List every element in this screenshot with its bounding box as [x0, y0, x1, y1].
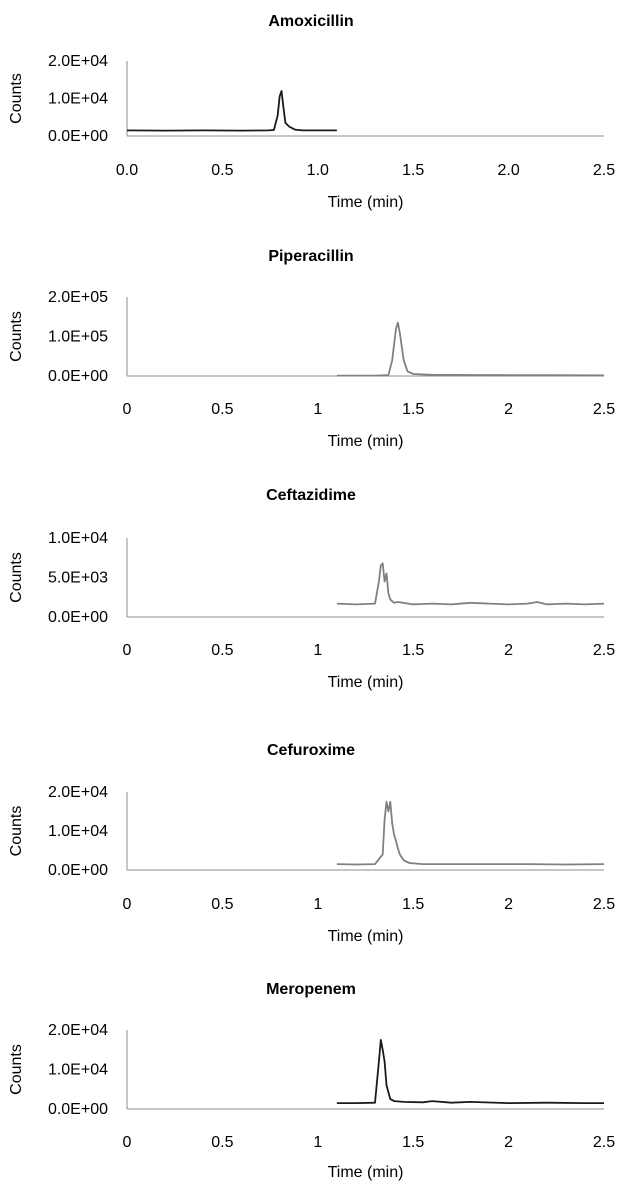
y-tick-label: 2.0E+04 — [48, 784, 108, 801]
x-tick-label: 2.5 — [593, 162, 615, 179]
y-tick-label: 0.0E+00 — [48, 1101, 108, 1118]
chart-title: Cefuroxime — [267, 742, 355, 759]
x-tick-label: 1.5 — [402, 401, 424, 418]
y-tick-label: 1.0E+04 — [48, 530, 108, 547]
y-tick-label: 1.0E+05 — [48, 329, 108, 346]
series-line — [126, 90, 337, 132]
x-tick-label: 0.5 — [211, 1134, 233, 1151]
y-tick-label: 0.0E+00 — [48, 862, 108, 879]
y-axis-label: Counts — [8, 552, 25, 603]
chart-panel: Meropenem 0.0E+00 1.0E+04 2.0E+04 0 0.5 1 1.5 2 2… — [8, 981, 615, 1181]
series-line — [336, 800, 605, 866]
x-tick-label: 1 — [313, 1134, 322, 1151]
chart-panel: Amoxicillin 0.0E+00 1.0E+04 2.0E+04 0.0 0.5 1.… — [8, 13, 615, 211]
y-tick-label: 0.0E+00 — [48, 609, 108, 626]
y-axis-label: Counts — [8, 311, 25, 362]
y-axis-label: Counts — [8, 73, 25, 124]
chart-title: Ceftazidime — [266, 487, 356, 504]
chart-panel: Cefuroxime 0.0E+00 1.0E+04 2.0E+04 0 0.5 1 1.5 2… — [8, 742, 615, 945]
x-tick-label: 2 — [504, 896, 513, 913]
x-axis-label: Time (min) — [328, 1164, 404, 1181]
x-tick-label: 1 — [313, 642, 322, 659]
y-tick-label: 2.0E+04 — [48, 1022, 108, 1039]
x-tick-label: 2.5 — [593, 896, 615, 913]
x-tick-label: 1.5 — [402, 642, 424, 659]
x-tick-label: 1 — [313, 896, 322, 913]
x-axis-label: Time (min) — [328, 674, 404, 691]
y-tick-label: 0.0E+00 — [48, 128, 108, 145]
x-tick-label: 1.5 — [402, 896, 424, 913]
x-tick-label: 0.5 — [211, 642, 233, 659]
x-tick-label: 2 — [504, 1134, 513, 1151]
x-tick-label: 0.5 — [211, 896, 233, 913]
x-tick-label: 0.5 — [211, 401, 233, 418]
chart-title: Amoxicillin — [268, 13, 353, 30]
chart-title: Meropenem — [266, 981, 356, 998]
x-tick-label: 2.0 — [497, 162, 519, 179]
x-tick-label: 2.5 — [593, 401, 615, 418]
x-tick-label: 1.0 — [307, 162, 329, 179]
x-axis-label: Time (min) — [328, 928, 404, 945]
x-tick-label: 0 — [123, 896, 132, 913]
x-tick-label: 1 — [313, 401, 322, 418]
series-line — [336, 321, 605, 377]
chart-title: Piperacillin — [268, 248, 353, 265]
x-tick-label: 2.5 — [593, 642, 615, 659]
x-tick-label: 0 — [123, 642, 132, 659]
series-line — [336, 562, 605, 606]
x-tick-label: 2 — [504, 642, 513, 659]
x-axis-label: Time (min) — [328, 194, 404, 211]
y-tick-label: 1.0E+04 — [48, 91, 108, 108]
x-tick-label: 2.5 — [593, 1134, 615, 1151]
y-tick-label: 1.0E+04 — [48, 1062, 108, 1079]
y-tick-label: 2.0E+04 — [48, 53, 108, 70]
x-tick-label: 0 — [123, 401, 132, 418]
x-axis-label: Time (min) — [328, 433, 404, 450]
y-tick-label: 5.0E+03 — [48, 570, 108, 587]
x-tick-label: 0 — [123, 1134, 132, 1151]
y-axis-label: Counts — [8, 806, 25, 857]
y-axis-label: Counts — [8, 1044, 25, 1095]
x-tick-label: 1.5 — [402, 1134, 424, 1151]
x-tick-label: 0.5 — [211, 162, 233, 179]
x-tick-label: 0.0 — [116, 162, 138, 179]
chart-panel: Ceftazidime 0.0E+00 5.0E+03 1.0E+04 0 0.5 1 1.5… — [8, 487, 615, 691]
chart-panel: Piperacillin 0.0E+00 1.0E+05 2.0E+05 0 0.5 1 1.… — [8, 248, 615, 450]
y-tick-label: 2.0E+05 — [48, 289, 108, 306]
y-tick-label: 1.0E+04 — [48, 823, 108, 840]
y-tick-label: 0.0E+00 — [48, 368, 108, 385]
series-line — [336, 1039, 604, 1104]
x-tick-label: 2 — [504, 401, 513, 418]
x-tick-label: 1.5 — [402, 162, 424, 179]
